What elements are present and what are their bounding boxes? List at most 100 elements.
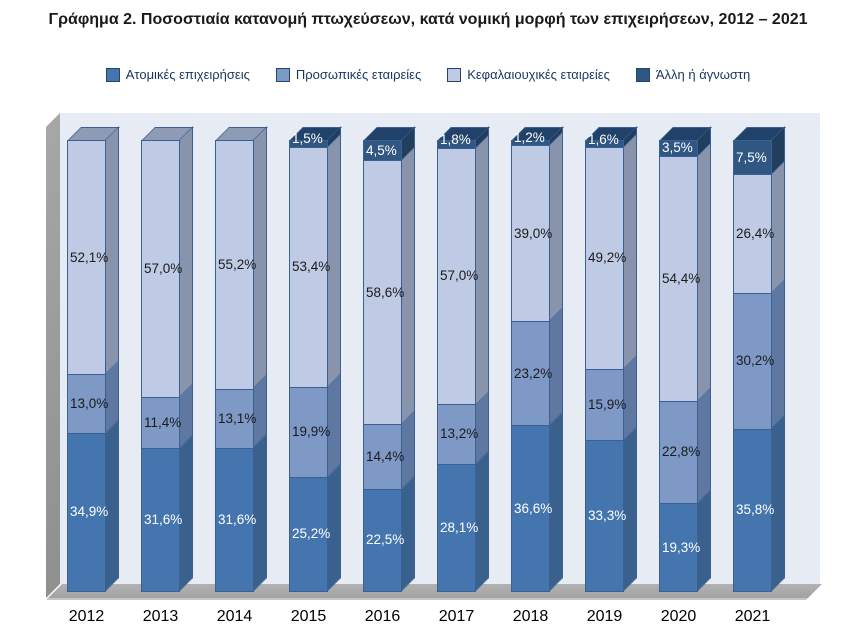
bar-2015-segment-0: 25,2% [290,477,331,591]
bar-value-label-2019-0: 33,3% [588,508,627,524]
bar-value-label-2017-0: 28,1% [440,520,479,536]
bar-value-label-2020-1: 22,8% [662,444,701,460]
legend-item-3: Άλλη ή άγνωστη [635,67,751,82]
bar-value-label-2015-1: 19,9% [292,424,331,440]
bar-2013: 31,6% 11,4% 57,0% [141,140,183,592]
bar-value-label-2017-2: 57,0% [440,268,479,284]
bar-2013-segment-0: 31,6% [142,448,183,591]
bar-value-label-2016-3: 4,5% [366,142,397,158]
bar-2015-segment-2: 53,4% [290,147,331,389]
bar-value-label-2019-3: 1,6% [588,131,619,147]
bar-value-label-2018-2: 39,0% [514,225,553,241]
bar-value-label-2021-1: 30,2% [736,353,775,369]
legend-label-1: Προσωπικές εταιρείες [295,67,422,82]
legend-item-1: Προσωπικές εταιρείες [275,67,422,82]
bar-2013-segment-2: 57,0% [142,141,183,398]
x-axis-label-2013: 2013 [142,608,179,625]
bar-value-label-2018-0: 36,6% [514,500,553,516]
bar-2020-segment-1: 22,8% [660,401,701,505]
bar-2021-segment-0: 35,8% [734,429,775,591]
bar-2016-segment-3: 4,5% [364,141,401,162]
bar-value-label-2012-0: 34,9% [70,504,109,520]
bar-2018-segment-2: 39,0% [512,146,553,322]
bar-value-label-2015-0: 25,2% [292,526,331,542]
bar-2018-segment-1: 23,2% [512,321,552,427]
x-axis-label-2016: 2016 [364,608,401,625]
legend-key-icon-0 [105,67,120,82]
bar-2012: 34,9% 13,0% 52,1% [67,140,109,592]
bar-2014-segment-0: 31,6% [216,448,257,591]
bar-2018: 36,6% 23,2% 39,0% 1,2% [511,130,553,592]
bar-value-label-2012-2: 52,1% [70,249,109,265]
bar-value-label-2016-1: 14,4% [366,449,405,465]
bar-2016-side-face [401,126,415,592]
bar-2017: 28,1% 13,2% 57,0% 1,8% [437,132,479,592]
bar-value-label-2021-3: 7,5% [736,150,767,166]
bar-2012-segment-2: 52,1% [68,141,109,376]
bar-value-label-2013-1: 11,4% [144,414,182,430]
bar-value-label-2013-0: 31,6% [144,512,183,528]
bar-2017-segment-1: 13,2% [438,405,479,465]
bar-2017-segment-3: 1,8% [438,132,475,149]
legend-item-0: Ατομικές επιχειρήσεις [105,67,250,82]
bar-value-label-2020-2: 54,4% [662,270,701,286]
bar-2016-segment-2: 58,6% [364,161,405,425]
bar-value-label-2020-3: 3,5% [662,140,693,156]
bar-value-label-2014-2: 55,2% [218,257,257,273]
bar-2018-segment-3: 1,2% [512,130,549,147]
bar-2014-segment-1: 13,1% [216,389,257,449]
bar-value-label-2016-2: 58,6% [366,284,405,300]
bar-2015: 25,2% 19,9% 53,4% 1,5% [289,131,331,592]
bar-2018-segment-0: 36,6% [512,426,553,591]
bar-2016: 22,5% 14,4% 58,6% 4,5% [363,140,405,592]
bar-2020-side-face [697,126,711,592]
bar-2020-segment-3: 3,5% [660,140,697,157]
bar-value-label-2012-1: 13,0% [70,396,109,412]
legend-key-icon-3 [635,67,650,82]
bar-2013-segment-1: 11,4% [142,397,182,449]
bar-value-label-2021-0: 35,8% [736,502,775,518]
bar-2017-segment-2: 57,0% [438,148,479,406]
bar-value-label-2013-2: 57,0% [144,261,183,277]
x-axis-label-2014: 2014 [216,608,253,625]
chart-legend: Ατομικές επιχειρήσεις Προσωπικές εταιρείε… [0,67,856,82]
bar-2020: 19,3% 22,8% 54,4% 3,5% [659,140,701,592]
bar-2016-segment-1: 14,4% [364,424,405,490]
bar-2012-segment-1: 13,0% [68,375,109,434]
bar-2020-segment-2: 54,4% [660,156,701,402]
legend-label-0: Ατομικές επιχειρήσεις [125,67,250,82]
x-axis-label-2018: 2018 [512,608,549,625]
bar-2019-segment-0: 33,3% [586,441,627,591]
bar-2020-segment-0: 19,3% [660,504,701,591]
bar-value-label-2014-1: 13,1% [218,411,257,427]
legend-key-icon-1 [275,67,290,82]
bar-2021-segment-2: 26,4% [734,175,775,294]
chart-title: Γράφημα 2. Ποσοστιαία κατανομή πτωχεύσεω… [48,11,808,28]
bar-value-label-2017-1: 13,2% [440,426,479,442]
x-axis-label-2019: 2019 [586,608,623,625]
bar-2021-segment-1: 30,2% [734,294,775,430]
bar-value-label-2018-3: 1,2% [514,129,545,145]
bar-value-label-2019-2: 49,2% [588,250,627,266]
bar-2019-segment-2: 49,2% [586,148,627,370]
bar-2016-segment-0: 22,5% [364,489,405,591]
bar-value-label-2014-0: 31,6% [218,512,257,528]
bar-value-label-2015-2: 53,4% [292,259,331,275]
bar-value-label-2021-2: 26,4% [736,226,775,242]
legend-item-2: Κεφαλαιουχικές εταιρείες [447,67,610,82]
legend-label-2: Κεφαλαιουχικές εταιρείες [467,67,610,82]
bar-2019-segment-3: 1,6% [586,132,623,149]
legend-label-3: Άλλη ή άγνωστη [655,67,751,82]
bar-value-label-2020-0: 19,3% [662,539,701,555]
x-axis-label-2012: 2012 [68,608,105,625]
bar-value-label-2016-0: 22,5% [366,532,405,548]
bar-2015-side-face [327,126,341,592]
bar-value-label-2017-3: 1,8% [440,132,471,148]
bar-2014-segment-2: 55,2% [216,141,257,390]
bar-2012-side-face [105,126,119,592]
chart-left-wall [46,113,60,598]
bar-2017-segment-0: 28,1% [438,464,479,591]
bar-value-label-2019-1: 15,9% [588,397,627,413]
bar-2015-segment-3: 1,5% [290,131,327,148]
